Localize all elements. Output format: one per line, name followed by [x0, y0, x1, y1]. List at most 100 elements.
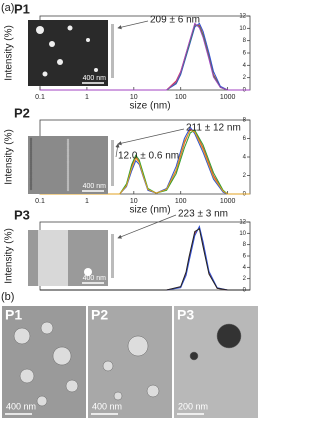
inset-texture [29, 167, 33, 171]
colorbar [111, 234, 114, 278]
inset-texture [29, 185, 33, 189]
x-axis-label: size (nm) [129, 205, 170, 216]
inset-texture [66, 164, 70, 168]
y-tick-label: 8 [243, 118, 247, 124]
inset-texture [66, 178, 70, 182]
tem-scale: 200 nm [178, 401, 208, 411]
inset-texture [29, 139, 33, 143]
tem-particle [19, 368, 35, 384]
x-tick-label: 1 [85, 198, 89, 205]
tem-image [174, 306, 258, 418]
inset-texture [66, 174, 70, 178]
annotation-arrow [117, 214, 177, 239]
data-line [40, 228, 250, 291]
inset-texture [66, 140, 70, 144]
inset-texture [29, 151, 33, 155]
y-axis-label: Intensity (%) [4, 129, 15, 185]
inset-texture [66, 156, 70, 160]
y-tick-label: 4 [243, 63, 247, 69]
y-axis-label: Intensity (%) [4, 25, 15, 81]
colorbar [111, 24, 114, 78]
inset-texture [66, 158, 70, 162]
inset-texture [66, 170, 70, 174]
data-line [40, 129, 250, 195]
inset-texture [66, 150, 70, 154]
y-tick-label: 2 [243, 276, 247, 282]
y-tick-label: 12 [239, 220, 246, 226]
inset-texture [66, 166, 70, 170]
tem-particle [36, 395, 48, 407]
tem-particle [65, 379, 79, 393]
x-tick-label: 1000 [220, 94, 236, 101]
inset-texture [29, 141, 33, 145]
x-tick-label: 10 [130, 198, 138, 205]
tem-scale: 400 nm [6, 401, 36, 411]
y-tick-label: 4 [243, 155, 247, 161]
inset-texture [66, 184, 70, 188]
inset-texture [29, 177, 33, 181]
x-tick-label: 100 [175, 94, 187, 101]
data-line [40, 22, 250, 91]
inset-texture [29, 161, 33, 165]
inset-texture [29, 149, 33, 153]
annotation: 12.0 ± 0.6 nm [118, 151, 179, 162]
tem-particle [40, 321, 54, 335]
inset-particle [86, 38, 90, 42]
inset-image [28, 136, 108, 194]
inset-texture [66, 188, 70, 192]
y-tick-label: 12 [239, 14, 246, 20]
inset-texture [29, 163, 33, 167]
inset-texture [29, 187, 33, 191]
inset-texture [29, 137, 33, 141]
inset-texture [66, 160, 70, 164]
inset-texture [29, 147, 33, 151]
inset-particle [49, 41, 55, 47]
chart-title: P2 [14, 105, 30, 120]
inset-texture [66, 146, 70, 150]
tem-label: P1 [5, 307, 22, 323]
annotation: 223 ± 3 nm [178, 209, 228, 220]
inset-texture [66, 168, 70, 172]
panel-label: (a) [1, 2, 14, 14]
y-axis-label: Intensity (%) [4, 228, 15, 284]
inset-texture [66, 172, 70, 176]
inset-texture [66, 152, 70, 156]
tem-particle [127, 335, 149, 357]
inset-texture [29, 165, 33, 169]
inset-texture [29, 179, 33, 183]
y-tick-label: 6 [243, 51, 247, 57]
x-tick-label: 10 [130, 94, 138, 101]
y-tick-label: 0 [243, 288, 247, 294]
tem-particle [52, 346, 72, 366]
tem-particle [113, 391, 123, 401]
annotation-arrow [117, 128, 185, 146]
inset-texture [66, 144, 70, 148]
y-tick-label: 6 [243, 136, 247, 142]
inset-particle [84, 268, 92, 276]
tem-particle [102, 360, 114, 372]
y-tick-label: 8 [243, 242, 247, 248]
y-tick-label: 8 [243, 38, 247, 44]
inset-texture [29, 155, 33, 159]
inset-texture [66, 138, 70, 142]
tem-image [88, 306, 172, 418]
tem-scale: 400 nm [92, 401, 122, 411]
annotation: 209 ± 6 nm [150, 15, 200, 26]
inset-texture [66, 186, 70, 190]
inset-particle [42, 71, 48, 77]
inset-texture [66, 148, 70, 152]
inset-scale: 400 nm [83, 183, 107, 190]
inset-texture [66, 154, 70, 158]
inset-image [28, 20, 108, 86]
tem-label: P2 [91, 307, 108, 323]
y-tick-label: 10 [239, 231, 246, 237]
x-tick-label: 1000 [220, 198, 236, 205]
tem-particle [189, 351, 199, 361]
inset-texture [29, 171, 33, 175]
inset-texture [29, 183, 33, 187]
inset-texture [66, 162, 70, 166]
y-tick-label: 4 [243, 265, 247, 271]
inset-scale: 400 nm [83, 75, 107, 82]
colorbar [111, 140, 114, 186]
tem-particle [13, 327, 31, 345]
